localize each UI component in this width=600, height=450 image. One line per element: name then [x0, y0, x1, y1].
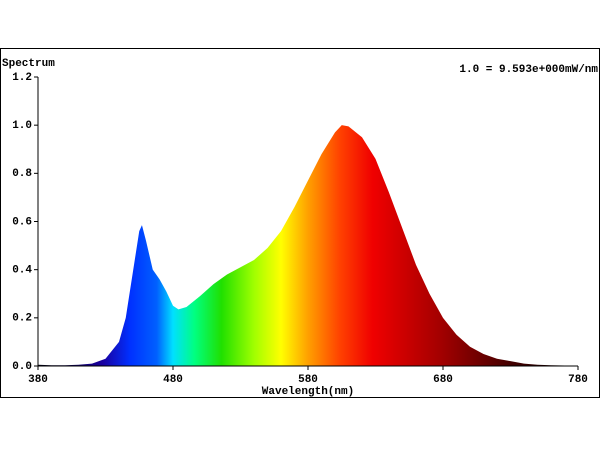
x-tick-label: 480 [163, 374, 183, 386]
x-tick-label: 780 [568, 374, 588, 386]
y-tick-label: 0.2 [12, 313, 32, 325]
x-axis-label: Wavelength(nm) [262, 386, 354, 398]
y-tick-label: 1.2 [12, 72, 32, 84]
x-tick-label: 580 [298, 374, 318, 386]
chart-title: Spectrum [2, 58, 55, 70]
y-tick-label: 0.6 [12, 216, 32, 228]
x-tick-label: 380 [28, 374, 48, 386]
annotation: 1.0 = 9.593e+000mW/nm [459, 64, 598, 76]
x-tick-label: 680 [433, 374, 453, 386]
y-tick-label: 0.0 [12, 361, 32, 373]
spectrum-area [38, 125, 578, 367]
y-tick-label: 1.0 [12, 120, 32, 132]
y-tick-label: 0.8 [12, 168, 32, 180]
y-tick-label: 0.4 [12, 265, 32, 277]
